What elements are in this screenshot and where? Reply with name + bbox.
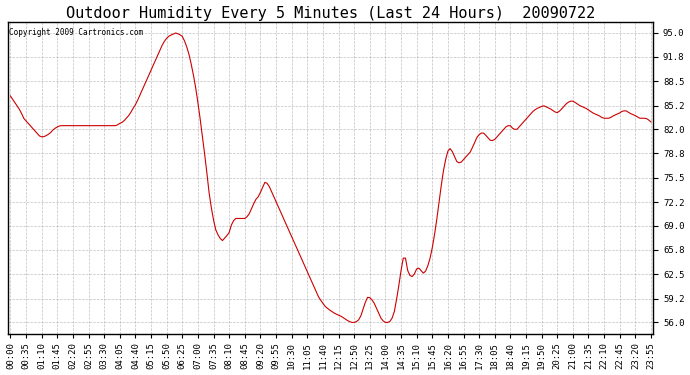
Text: Copyright 2009 Cartronics.com: Copyright 2009 Cartronics.com bbox=[10, 28, 144, 37]
Title: Outdoor Humidity Every 5 Minutes (Last 24 Hours)  20090722: Outdoor Humidity Every 5 Minutes (Last 2… bbox=[66, 6, 595, 21]
